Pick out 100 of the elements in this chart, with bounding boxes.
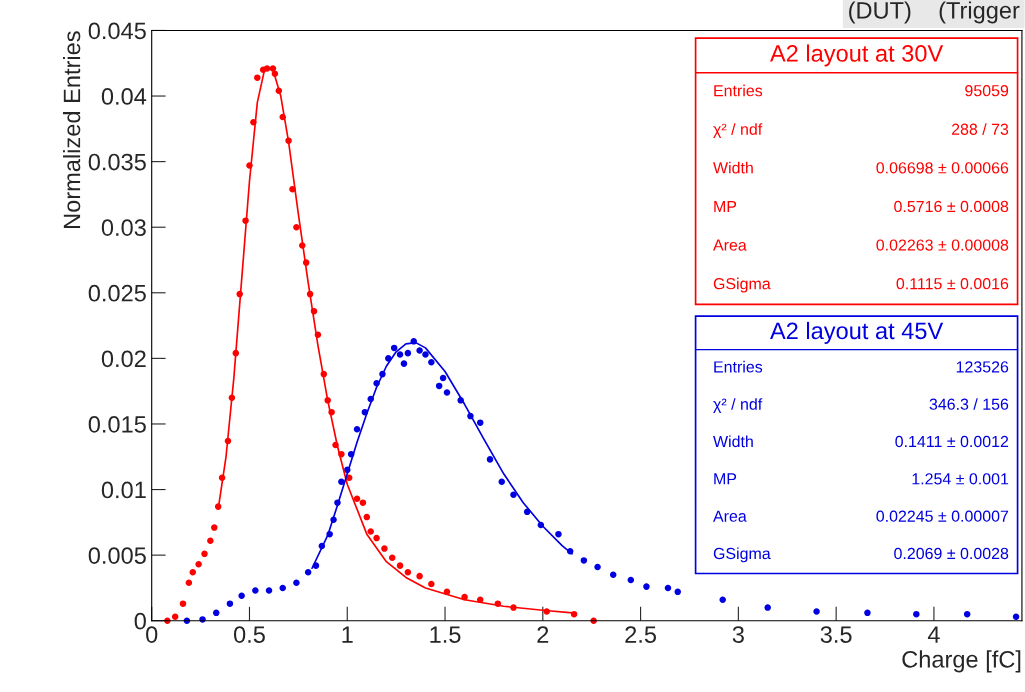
point <box>388 554 396 562</box>
annotation: 0.02245 ± 0.00007 <box>876 510 1009 522</box>
point <box>367 528 374 535</box>
annotation: 346.3 / 156 <box>929 398 1009 410</box>
point <box>396 562 404 569</box>
point <box>363 513 371 521</box>
text: A2 layout at 45V <box>770 321 944 344</box>
point <box>627 576 635 584</box>
point <box>359 499 367 506</box>
y-tick-label: 0.02 <box>101 350 146 368</box>
point <box>643 583 650 590</box>
y-tick-label: 0.005 <box>88 547 146 564</box>
y-axis-title: Normalized Entries <box>62 31 81 228</box>
point <box>1012 613 1020 621</box>
y-tick-label: 0.01 <box>101 481 146 499</box>
annotation: 288 / 73 <box>951 123 1009 135</box>
point <box>373 534 380 542</box>
point <box>674 588 681 596</box>
point <box>435 382 443 390</box>
point <box>416 347 423 354</box>
point <box>510 491 517 499</box>
annotation: 0.02263 ± 0.00008 <box>876 239 1009 251</box>
annotation: Area <box>713 510 747 522</box>
point <box>226 600 234 607</box>
point <box>764 604 771 611</box>
annotation: χ² / ndf <box>713 398 763 414</box>
point <box>195 561 202 568</box>
annotation: 1.254 ± 0.001 <box>912 473 1009 485</box>
point <box>486 456 494 463</box>
x-tick-label: 2.5 <box>625 626 657 643</box>
annotation: MP <box>714 473 737 485</box>
point <box>428 359 435 366</box>
x-tick-label: 4 <box>927 626 940 643</box>
point <box>279 584 286 592</box>
point <box>719 596 726 603</box>
point <box>498 478 505 485</box>
y-tick-label: 0.04 <box>101 88 147 105</box>
point <box>428 580 435 588</box>
x-axis-title: Charge [fC] <box>902 650 1021 673</box>
point <box>609 571 617 579</box>
point <box>404 349 412 357</box>
point <box>304 568 312 576</box>
annotation: Width <box>713 435 753 448</box>
x-tick-label: 3.5 <box>820 626 852 643</box>
point <box>416 572 423 580</box>
y-tick-label: 0.025 <box>88 284 146 302</box>
point <box>201 550 208 558</box>
annotation: GSigma <box>713 547 771 563</box>
y-tick-label: 0 <box>134 612 146 630</box>
annotation: Entries <box>714 84 763 97</box>
annotation: Entries <box>714 360 763 373</box>
y-tick-label: 0.045 <box>88 22 146 40</box>
point <box>238 592 245 600</box>
x-tick-label: 1 <box>342 626 353 643</box>
point <box>293 223 300 231</box>
x-tick-label: 1.5 <box>430 626 461 643</box>
x-tick-label: 0 <box>146 626 158 643</box>
point <box>254 74 261 81</box>
x-tick-label: 0.5 <box>233 626 265 643</box>
point <box>185 579 193 586</box>
point <box>864 609 871 617</box>
x-tick-label: 2 <box>537 626 549 643</box>
point <box>212 609 220 617</box>
point <box>443 389 451 396</box>
point <box>422 351 429 358</box>
point <box>390 344 398 352</box>
point <box>211 524 218 531</box>
point <box>171 613 179 621</box>
y-tick-label: 0.015 <box>88 416 146 433</box>
point <box>265 587 273 594</box>
annotation: Area <box>713 239 747 251</box>
point <box>963 610 971 618</box>
point <box>179 600 187 607</box>
point <box>353 495 361 502</box>
y-tick-label: 0.03 <box>101 219 146 236</box>
annotation: χ² / ndf <box>713 123 763 139</box>
point <box>404 568 412 576</box>
point <box>252 587 259 594</box>
text: A2 layout at 30V <box>770 44 944 67</box>
point <box>664 584 672 592</box>
text: (DUT) (Trigger <box>849 1 1020 24</box>
annotation: GSigma <box>713 277 771 293</box>
point <box>189 568 197 576</box>
point <box>381 545 388 552</box>
point <box>353 425 361 433</box>
annotation: 0.5716 ± 0.0008 <box>894 200 1009 213</box>
annotation: 0.1115 ± 0.0016 <box>896 278 1009 290</box>
point <box>813 608 820 615</box>
point <box>207 537 214 544</box>
annotation: 123526 <box>956 361 1009 373</box>
point <box>594 563 601 571</box>
point <box>396 351 404 358</box>
annotation: 0.1411 ± 0.0012 <box>895 435 1009 448</box>
x-tick-label: 3 <box>732 626 744 643</box>
point <box>293 579 300 586</box>
annotation: MP <box>714 200 737 212</box>
annotation: 0.06698 ± 0.00066 <box>876 162 1009 174</box>
point <box>580 557 588 564</box>
point <box>439 374 447 382</box>
annotation: 95059 <box>965 85 1009 97</box>
